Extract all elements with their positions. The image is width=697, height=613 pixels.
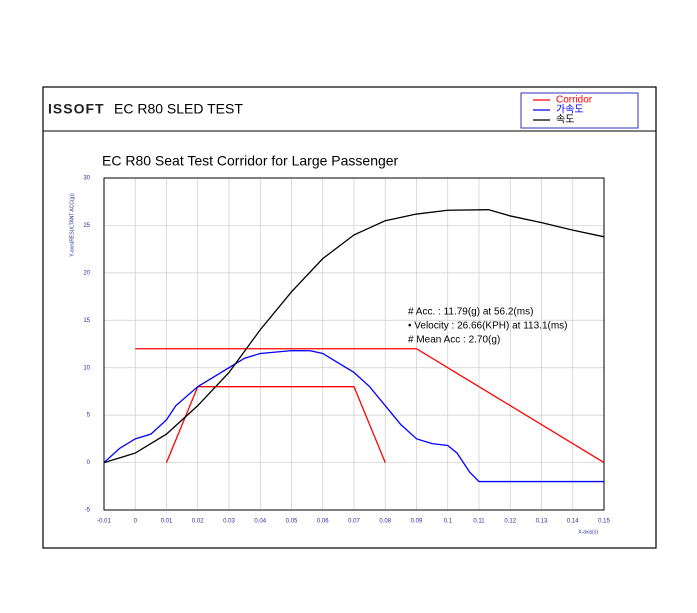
x-tick-label: 0.08 <box>379 519 391 525</box>
legend-label: 가속도 <box>556 104 584 116</box>
frame <box>42 86 657 549</box>
legend-label: Corridor <box>556 95 593 106</box>
x-tick-label: 0.07 <box>348 519 360 525</box>
x-tick-label: 0.09 <box>411 519 423 525</box>
x-tick-label: 0.01 <box>161 519 173 525</box>
y-tick-label: 20 <box>83 270 90 276</box>
x-tick-label: 0.06 <box>317 519 329 525</box>
x-tick-label: 0.1 <box>444 519 453 525</box>
x-tick-label: 0 <box>134 519 138 525</box>
x-tick-label: -0.01 <box>97 519 111 525</box>
x-tick-label: 0.02 <box>192 519 204 525</box>
plot-border <box>103 177 605 511</box>
y-tick-label: 0 <box>87 460 91 466</box>
chart-title: EC R80 Seat Test Corridor for Large Pass… <box>102 153 399 169</box>
y-tick-label: 30 <box>83 176 90 182</box>
header-title: EC R80 SLED TEST <box>114 101 243 117</box>
x-axis-label: X-axis(s) <box>578 529 598 535</box>
x-tick-label: 0.04 <box>254 519 266 525</box>
x-tick-label: 0.11 <box>473 519 485 525</box>
x-tick-label: 0.15 <box>598 519 610 525</box>
x-tick-label: 0.14 <box>567 519 579 525</box>
annotation: • Velocity : 26.66(KPH) at 113.1(ms) <box>408 321 568 332</box>
series-line <box>103 349 604 483</box>
x-tick-label: 0.12 <box>504 519 516 525</box>
series-line <box>103 209 605 464</box>
series-line <box>135 348 605 464</box>
x-tick-label: 0.13 <box>536 519 548 525</box>
y-tick-label: -5 <box>85 508 91 514</box>
y-tick-label: 5 <box>87 413 91 419</box>
annotation: # Mean Acc : 2.70(g) <box>408 335 500 346</box>
logo: ISSOFT <box>48 101 105 117</box>
x-tick-label: 0.03 <box>223 519 235 525</box>
legend-label: 속도 <box>556 114 574 126</box>
y-tick-label: 10 <box>83 365 90 371</box>
y-tick-label: 25 <box>83 223 90 229</box>
x-tick-label: 0.05 <box>286 519 298 525</box>
y-tick-label: 15 <box>83 318 90 324</box>
y-axis-label: Y-axis(RESULTANT ACC(g)) <box>69 193 75 257</box>
legend-box <box>520 92 639 129</box>
annotation: # Acc. : 11.79(g) at 56.2(ms) <box>408 307 533 318</box>
